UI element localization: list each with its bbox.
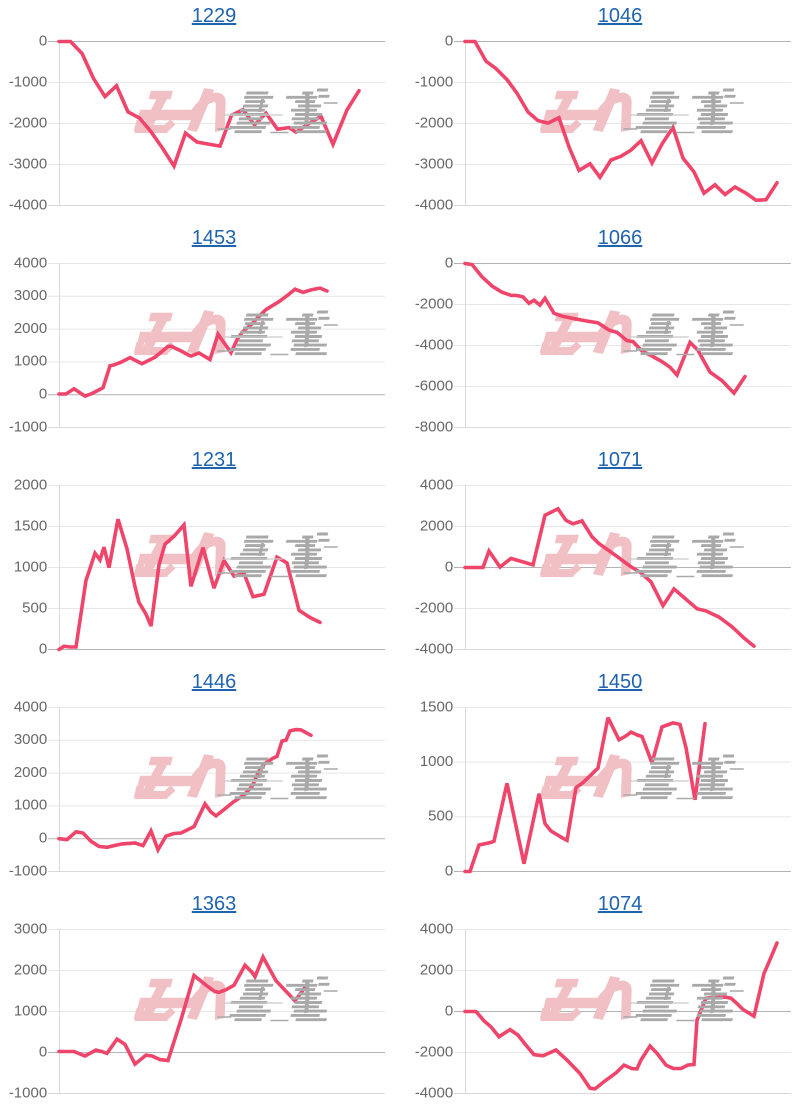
svg-text:-1000: -1000 bbox=[9, 73, 47, 90]
svg-text:0: 0 bbox=[445, 32, 453, 49]
svg-text:-2000: -2000 bbox=[9, 114, 47, 131]
svg-text:500: 500 bbox=[22, 599, 47, 616]
svg-text:1000: 1000 bbox=[420, 753, 453, 770]
svg-text:0: 0 bbox=[445, 1002, 453, 1019]
svg-text:4000: 4000 bbox=[420, 920, 453, 937]
svg-text:-1000: -1000 bbox=[9, 1084, 47, 1101]
svg-text:1500: 1500 bbox=[14, 517, 47, 534]
svg-text:0: 0 bbox=[445, 254, 453, 271]
svg-text:2000: 2000 bbox=[14, 961, 47, 978]
svg-text:1000: 1000 bbox=[14, 353, 47, 370]
svg-text:0: 0 bbox=[39, 386, 47, 403]
svg-text:3000: 3000 bbox=[14, 287, 47, 304]
svg-text:4000: 4000 bbox=[14, 698, 47, 715]
svg-text:2000: 2000 bbox=[14, 476, 47, 493]
svg-text:1000: 1000 bbox=[14, 1002, 47, 1019]
svg-text:-1000: -1000 bbox=[9, 862, 47, 879]
svg-text:-6000: -6000 bbox=[415, 377, 453, 394]
svg-text:2000: 2000 bbox=[14, 320, 47, 337]
svg-text:0: 0 bbox=[39, 640, 47, 657]
svg-text:-1000: -1000 bbox=[415, 73, 453, 90]
svg-text:1500: 1500 bbox=[420, 698, 453, 715]
svg-text:0: 0 bbox=[445, 558, 453, 575]
svg-text:-3000: -3000 bbox=[415, 155, 453, 172]
svg-text:500: 500 bbox=[428, 808, 453, 825]
svg-text:-1000: -1000 bbox=[9, 418, 47, 435]
svg-text:3000: 3000 bbox=[14, 920, 47, 937]
svg-text:-4000: -4000 bbox=[415, 336, 453, 353]
svg-text:-2000: -2000 bbox=[415, 599, 453, 616]
svg-text:2000: 2000 bbox=[420, 517, 453, 534]
svg-text:2000: 2000 bbox=[14, 764, 47, 781]
svg-text:4000: 4000 bbox=[420, 476, 453, 493]
svg-text:-4000: -4000 bbox=[415, 196, 453, 213]
svg-text:-2000: -2000 bbox=[415, 1043, 453, 1060]
svg-text:0: 0 bbox=[39, 1043, 47, 1060]
svg-text:-8000: -8000 bbox=[415, 418, 453, 435]
svg-text:1000: 1000 bbox=[14, 797, 47, 814]
svg-text:-3000: -3000 bbox=[9, 155, 47, 172]
svg-text:-2000: -2000 bbox=[415, 295, 453, 312]
svg-text:-4000: -4000 bbox=[415, 640, 453, 657]
svg-text:1000: 1000 bbox=[14, 558, 47, 575]
svg-text:-2000: -2000 bbox=[415, 114, 453, 131]
svg-text:0: 0 bbox=[445, 862, 453, 879]
svg-text:0: 0 bbox=[39, 830, 47, 847]
svg-text:3000: 3000 bbox=[14, 731, 47, 748]
svg-text:4000: 4000 bbox=[14, 254, 47, 271]
svg-text:-4000: -4000 bbox=[415, 1084, 453, 1101]
svg-text:2000: 2000 bbox=[420, 961, 453, 978]
svg-text:-4000: -4000 bbox=[9, 196, 47, 213]
svg-text:0: 0 bbox=[39, 32, 47, 49]
